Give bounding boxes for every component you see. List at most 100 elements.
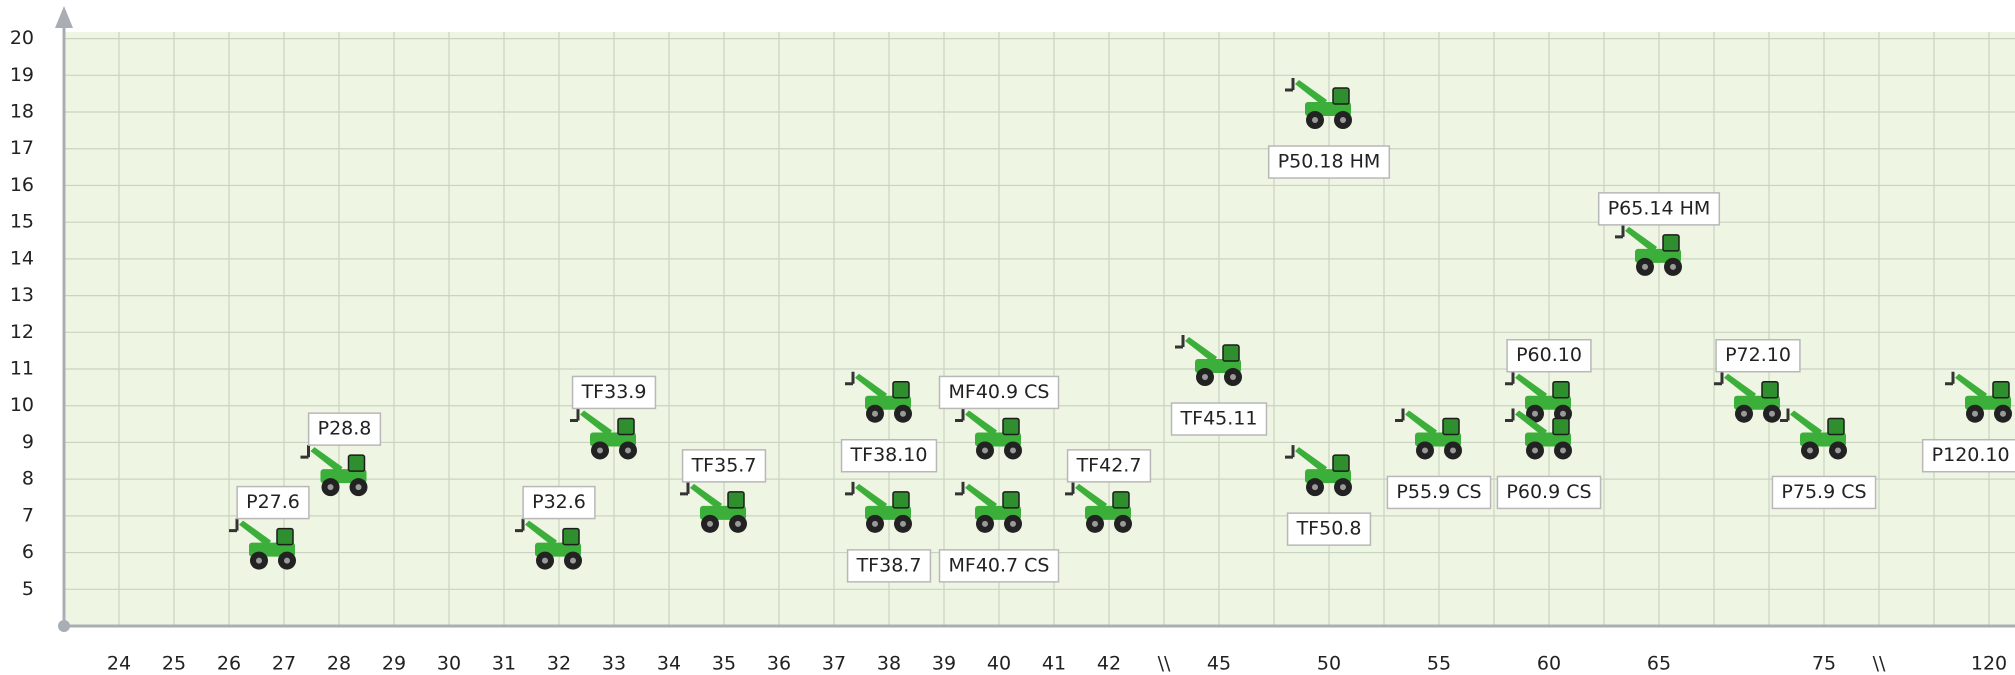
y-tick-label: 9 [22, 431, 34, 453]
machine-cab [349, 455, 365, 471]
x-tick-label: 45 [1207, 653, 1231, 675]
x-tick-label: 65 [1647, 653, 1671, 675]
machine-hub [1010, 521, 1016, 527]
machine-cab [277, 529, 293, 545]
machine-hub [1642, 264, 1648, 270]
y-tick-label: 7 [22, 504, 34, 526]
x-tick-label: 38 [877, 653, 901, 675]
x-tick-label: 34 [657, 653, 681, 675]
x-tick-label: 27 [272, 653, 296, 675]
machine-cab [893, 382, 909, 398]
x-tick-label: 25 [162, 653, 186, 675]
machine-label: P75.9 CS [1781, 481, 1866, 503]
machine-hub [625, 447, 631, 453]
y-tick-label: 11 [10, 358, 34, 380]
machine-label: MF40.9 CS [949, 381, 1050, 403]
machine-label: TF45.11 [1180, 408, 1258, 430]
machine-label: P28.8 [318, 418, 372, 440]
x-tick-label: 42 [1097, 653, 1121, 675]
x-tick-label: 28 [327, 653, 351, 675]
machine-label: P60.10 [1516, 344, 1582, 366]
x-tick-label: 75 [1812, 653, 1836, 675]
machine-hub [1230, 374, 1236, 380]
machine-label: TF50.8 [1296, 518, 1362, 540]
machine-cab [728, 492, 744, 508]
machine-hub [1532, 447, 1538, 453]
y-tick-label: 13 [10, 284, 34, 306]
machine-label: P65.14 HM [1608, 197, 1711, 219]
machine-cab [1553, 418, 1569, 434]
y-tick-label: 10 [10, 394, 34, 416]
x-tick-label: 41 [1042, 653, 1066, 675]
y-tick-label: 20 [10, 27, 34, 49]
y-tick-label: 17 [10, 137, 34, 159]
machine-hub [1340, 484, 1346, 490]
machine-cab [563, 529, 579, 545]
machine-label: TF42.7 [1076, 454, 1142, 476]
machine-cab [1113, 492, 1129, 508]
machine-hub [1120, 521, 1126, 527]
y-tick-label: 14 [10, 247, 34, 269]
x-tick-label: 40 [987, 653, 1011, 675]
machine-hub [1092, 521, 1098, 527]
x-tick-label: 30 [437, 653, 461, 675]
y-tick-label: 8 [22, 468, 34, 490]
machine-hub [735, 521, 741, 527]
machine-label: TF35.7 [691, 454, 757, 476]
x-tick-label: 37 [822, 653, 846, 675]
machine-cab [1993, 382, 2009, 398]
machine-label: TF38.7 [856, 554, 922, 576]
machine-cab [1443, 418, 1459, 434]
machine-hub [1312, 117, 1318, 123]
x-tick-label: 35 [712, 653, 736, 675]
x-tick-label: 24 [107, 653, 131, 675]
machine-hub [707, 521, 713, 527]
x-tick-label: 39 [932, 653, 956, 675]
machine-cab [1223, 345, 1239, 361]
y-tick-label: 15 [10, 211, 34, 233]
machine-cab [1003, 492, 1019, 508]
machine-hub [284, 558, 290, 564]
x-tick-label: 31 [492, 653, 516, 675]
machine-hub [872, 411, 878, 417]
machine-hub [356, 484, 362, 490]
machine-label: P60.9 CS [1506, 481, 1591, 503]
x-tick-label: 36 [767, 653, 791, 675]
x-tick-label: 29 [382, 653, 406, 675]
machine-cab [1762, 382, 1778, 398]
machine-cab [1663, 235, 1679, 251]
y-tick-label: 12 [10, 321, 34, 343]
x-tick-label: 26 [217, 653, 241, 675]
y-tick-label: 5 [22, 578, 34, 600]
machine-hub [1670, 264, 1676, 270]
machine-label: TF38.10 [850, 444, 928, 466]
machine-hub [2000, 411, 2006, 417]
machine-cab [1333, 455, 1349, 471]
machine-hub [1312, 484, 1318, 490]
machine-label: TF33.9 [581, 381, 647, 403]
machine-cab [1333, 88, 1349, 104]
machine-cab [1003, 418, 1019, 434]
x-tick-label: 120 [1971, 653, 2007, 675]
machine-hub [900, 411, 906, 417]
machine-hub [328, 484, 334, 490]
machine-hub [982, 447, 988, 453]
machine-hub [900, 521, 906, 527]
machine-label: P50.18 HM [1278, 151, 1381, 173]
machine-hub [1835, 447, 1841, 453]
machine-hub [1807, 447, 1813, 453]
machine-hub [1422, 447, 1428, 453]
machine-hub [542, 558, 548, 564]
machine-label: P72.10 [1725, 344, 1791, 366]
machine-hub [1769, 411, 1775, 417]
machine-hub [1450, 447, 1456, 453]
machine-label: P27.6 [246, 491, 300, 513]
x-tick-label: 60 [1537, 653, 1561, 675]
machine-hub [570, 558, 576, 564]
machine-hub [872, 521, 878, 527]
machine-label: P32.6 [532, 491, 586, 513]
x-tick-label: 55 [1427, 653, 1451, 675]
x-tick-label: 50 [1317, 653, 1341, 675]
plot-area [64, 32, 2015, 626]
machine-cab [893, 492, 909, 508]
